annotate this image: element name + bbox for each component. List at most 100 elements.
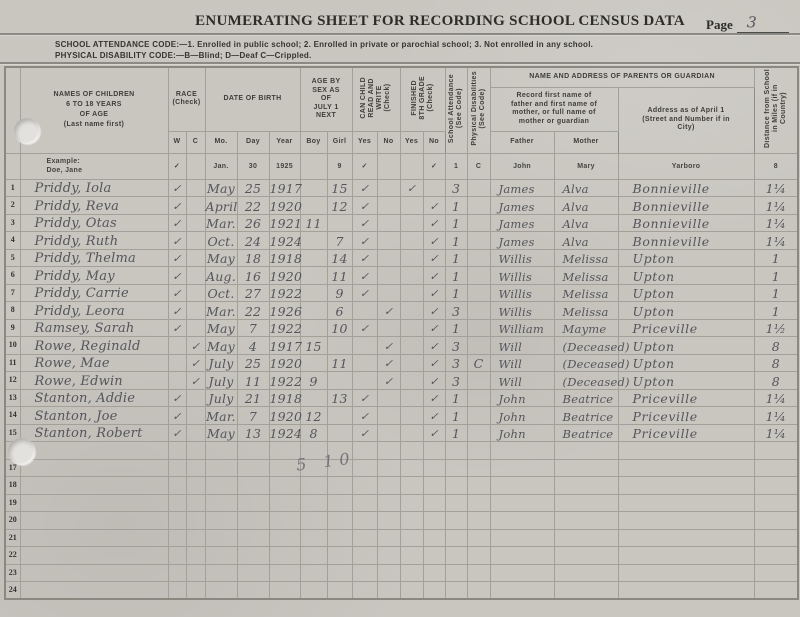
cell-child-name: Rowe, Edwin [19, 371, 169, 390]
example-finished-yes [399, 152, 424, 180]
row-number: 24 [4, 581, 21, 600]
cell-race-colored [185, 231, 206, 250]
cell-physical-disability [466, 231, 491, 250]
row-number: 6 [4, 266, 21, 285]
cell-age-boy [299, 353, 328, 372]
cell-race-white [167, 528, 187, 547]
cell-birth-year [268, 528, 301, 547]
cell-read-write-yes [351, 493, 378, 512]
cell-child-name [19, 546, 169, 565]
cell-child-name: Priddy, Reva [19, 196, 169, 215]
cell-birth-year [268, 511, 301, 530]
cell-finished-8th-yes [399, 476, 424, 495]
cell-age-boy [299, 563, 328, 582]
cell-finished-8th-yes [399, 406, 424, 425]
code-legend: SCHOOL ATTENDANCE CODE:—1. Enrolled in p… [55, 39, 593, 61]
cell-child-name: Rowe, Mae [19, 353, 169, 372]
table-row: 9 Ramsey, Sarah ✓ May 7 1922 10 ✓ ✓ 1 Wi… [4, 318, 799, 337]
cell-race-white: ✓ [167, 213, 187, 232]
cell-child-name: Ramsey, Sarah [19, 318, 169, 337]
cell-read-write-no [376, 476, 401, 495]
cell-child-name [19, 458, 169, 477]
subheader-day: Day [236, 130, 270, 154]
cell-father-name: Will [489, 371, 555, 390]
cell-child-name: Rowe, Reginald [19, 336, 169, 355]
cell-birth-month: July [204, 353, 238, 372]
cell-mother-name [553, 493, 619, 512]
cell-race-white [167, 353, 187, 372]
cell-birth-year: 1921 [268, 213, 303, 232]
cell-race-colored [185, 388, 206, 407]
cell-finished-8th-yes [399, 371, 424, 390]
example-name-value: Doe, Jane [46, 167, 83, 174]
cell-distance: 1¼ [753, 213, 799, 232]
table-row: 13 Stanton, Addie ✓ July 21 1918 13 ✓ ✓ … [4, 388, 799, 407]
cell-child-name: Priddy, Iola [19, 178, 169, 197]
cell-child-name: Priddy, Carrie [19, 283, 169, 302]
example-father: John [489, 152, 555, 180]
cell-mother-name: Beatrice [553, 388, 619, 407]
cell-mother-name: (Deceased) [553, 353, 630, 372]
cell-race-white [167, 336, 187, 355]
cell-finished-8th-yes [399, 336, 424, 355]
cell-birth-year: 1920 [268, 196, 303, 215]
cell-age-boy: 12 [299, 406, 328, 425]
cell-age-girl: 15 [326, 178, 353, 197]
header-can-read-write: CAN CHILD READ AND WRITE (Check) [351, 66, 401, 132]
cell-physical-disability [466, 318, 491, 337]
cell-age-girl [326, 423, 353, 442]
cell-read-write-no [376, 581, 401, 600]
cell-read-write-yes [351, 546, 378, 565]
cell-race-colored [185, 406, 206, 425]
example-race-colored [185, 152, 206, 180]
cell-birth-year: 1920 [268, 406, 303, 425]
cell-read-write-yes: ✓ [351, 388, 378, 407]
cell-birth-month [204, 441, 238, 460]
cell-finished-8th-no: ✓ [422, 388, 446, 407]
cell-father-name: John [489, 388, 555, 407]
table-row: 11 Rowe, Mae ✓ July 25 1920 11 ✓ ✓ 3 C W… [4, 353, 799, 372]
cell-finished-8th-yes [399, 301, 424, 320]
cell-race-white [167, 493, 187, 512]
cell-address: Upton [617, 353, 755, 372]
subheader-girl: Girl [326, 130, 353, 154]
census-table: NAMES OF CHILDREN 6 TO 18 YEARS OF AGE (… [4, 66, 800, 600]
cell-birth-day [236, 458, 270, 477]
cell-age-girl [326, 406, 353, 425]
cell-address [617, 528, 755, 547]
table-row: 23 [4, 563, 799, 582]
cell-race-colored: ✓ [185, 353, 206, 372]
page-number-value: 3 [746, 13, 757, 32]
cell-mother-name: Beatrice [553, 423, 619, 442]
example-race-white: ✓ [167, 152, 187, 180]
cell-address [617, 546, 755, 565]
example-row-number [4, 152, 21, 180]
cell-birth-day [236, 581, 270, 600]
cell-age-girl [326, 493, 353, 512]
cell-distance [753, 511, 799, 530]
cell-child-name [19, 441, 169, 460]
example-age-boy [299, 152, 328, 180]
cell-age-girl [326, 476, 353, 495]
cell-read-write-yes: ✓ [351, 196, 378, 215]
cell-father-name: James [489, 213, 555, 232]
cell-birth-month: April [204, 196, 238, 215]
cell-birth-month [204, 563, 238, 582]
cell-read-write-yes: ✓ [351, 231, 378, 250]
table-row: 2 Priddy, Reva ✓ April 22 1920 12 ✓ ✓ 1 … [4, 196, 799, 215]
cell-read-write-no: ✓ [376, 336, 401, 355]
cell-read-write-yes [351, 511, 378, 530]
cell-race-colored [185, 528, 206, 547]
row-number: 3 [4, 213, 21, 232]
cell-finished-8th-no: ✓ [422, 353, 446, 372]
cell-finished-8th-yes [399, 458, 424, 477]
cell-distance: 8 [753, 371, 799, 390]
cell-school-attendance [444, 563, 468, 582]
cell-read-write-yes: ✓ [351, 318, 378, 337]
attendance-code-text: SCHOOL ATTENDANCE CODE:—1. Enrolled in p… [55, 40, 594, 49]
cell-read-write-no [376, 178, 401, 197]
cell-distance [753, 528, 799, 547]
cell-address: Priceville [617, 388, 755, 407]
cell-address: Bonnieville [617, 231, 755, 250]
cell-age-girl: 12 [326, 196, 353, 215]
